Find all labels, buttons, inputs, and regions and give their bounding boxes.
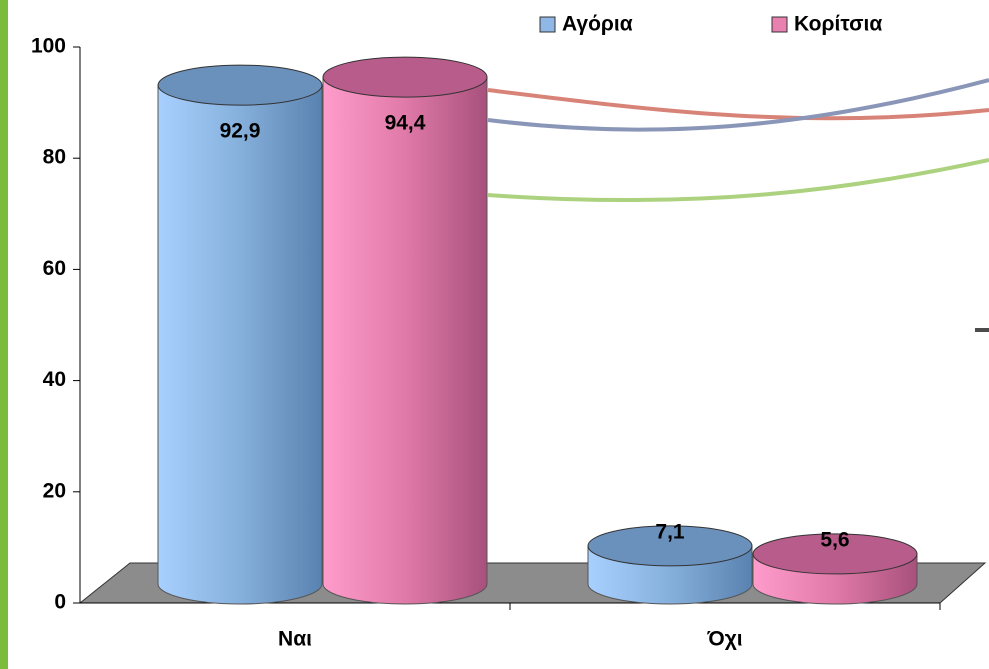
y-tick-label: 20 bbox=[43, 479, 66, 502]
bar bbox=[322, 76, 488, 605]
bar-top bbox=[157, 64, 323, 106]
y-tick-label: 100 bbox=[31, 35, 66, 58]
decoration bbox=[487, 78, 989, 332]
left-border bbox=[0, 0, 8, 669]
y-tick-label: 60 bbox=[43, 257, 66, 280]
data-label: 7,1 bbox=[655, 520, 685, 543]
y-tick-label: 0 bbox=[54, 591, 66, 614]
legend-swatch bbox=[539, 16, 556, 33]
y-tick-label: 40 bbox=[43, 368, 66, 391]
x-tick-label: Όχι bbox=[706, 628, 742, 651]
data-label: 92,9 bbox=[220, 120, 261, 143]
data-label: 94,4 bbox=[385, 112, 426, 135]
bar bbox=[157, 84, 323, 605]
bar-top bbox=[752, 533, 918, 575]
bar-top bbox=[587, 525, 753, 567]
bar-top bbox=[322, 56, 488, 98]
legend-swatch bbox=[771, 16, 788, 33]
y-tick-label: 80 bbox=[43, 146, 66, 169]
legend-label: Κορίτσια bbox=[794, 13, 882, 36]
data-label: 5,6 bbox=[820, 528, 849, 551]
legend-label: Αγόρια bbox=[562, 13, 633, 36]
x-tick-label: Ναι bbox=[278, 628, 312, 651]
